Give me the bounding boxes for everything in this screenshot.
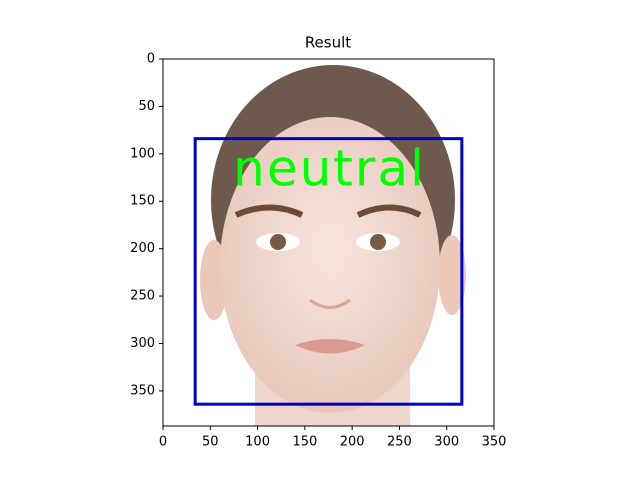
x-tick-label: 150 bbox=[292, 435, 317, 450]
y-tick-label: 300 bbox=[130, 336, 155, 351]
y-tick-label: 350 bbox=[130, 383, 155, 398]
x-tick-label: 100 bbox=[245, 435, 270, 450]
x-tick-label: 250 bbox=[387, 435, 412, 450]
x-tick-label: 350 bbox=[482, 435, 507, 450]
y-tick-label: 150 bbox=[130, 194, 155, 209]
y-tick-label: 50 bbox=[138, 99, 155, 114]
chart-title: Result bbox=[305, 34, 351, 52]
x-tick-label: 200 bbox=[340, 435, 365, 450]
y-tick-label: 100 bbox=[130, 146, 155, 161]
y-tick-label: 200 bbox=[130, 241, 155, 256]
x-tick-label: 300 bbox=[434, 435, 459, 450]
x-tick-label: 0 bbox=[159, 435, 167, 450]
y-tick-label: 250 bbox=[130, 289, 155, 304]
detection-label: neutral bbox=[233, 140, 426, 198]
axes-frame bbox=[162, 58, 495, 427]
photo bbox=[163, 59, 494, 426]
detection-box bbox=[193, 137, 464, 406]
x-tick-label: 50 bbox=[202, 435, 219, 450]
y-tick-label: 0 bbox=[147, 52, 155, 67]
